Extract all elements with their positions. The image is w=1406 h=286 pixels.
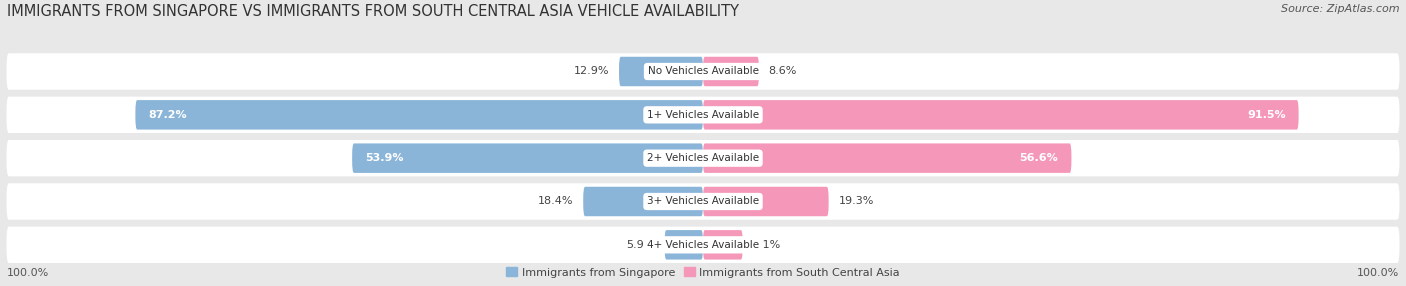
- FancyBboxPatch shape: [7, 97, 1399, 133]
- Text: 19.3%: 19.3%: [838, 196, 873, 206]
- FancyBboxPatch shape: [7, 53, 1399, 90]
- Text: No Vehicles Available: No Vehicles Available: [648, 67, 758, 76]
- Text: 1+ Vehicles Available: 1+ Vehicles Available: [647, 110, 759, 120]
- Text: 53.9%: 53.9%: [366, 153, 404, 163]
- Text: 100.0%: 100.0%: [1357, 268, 1399, 278]
- FancyBboxPatch shape: [352, 144, 703, 173]
- Text: 3+ Vehicles Available: 3+ Vehicles Available: [647, 196, 759, 206]
- Text: 2+ Vehicles Available: 2+ Vehicles Available: [647, 153, 759, 163]
- Text: 12.9%: 12.9%: [574, 67, 609, 76]
- FancyBboxPatch shape: [703, 100, 1299, 130]
- FancyBboxPatch shape: [619, 57, 703, 86]
- Text: 5.9%: 5.9%: [627, 240, 655, 250]
- Text: 87.2%: 87.2%: [149, 110, 187, 120]
- Text: 56.6%: 56.6%: [1019, 153, 1059, 163]
- Text: IMMIGRANTS FROM SINGAPORE VS IMMIGRANTS FROM SOUTH CENTRAL ASIA VEHICLE AVAILABI: IMMIGRANTS FROM SINGAPORE VS IMMIGRANTS …: [7, 4, 738, 19]
- Legend: Immigrants from Singapore, Immigrants from South Central Asia: Immigrants from Singapore, Immigrants fr…: [506, 267, 900, 278]
- FancyBboxPatch shape: [703, 230, 742, 260]
- FancyBboxPatch shape: [665, 230, 703, 260]
- FancyBboxPatch shape: [703, 187, 828, 216]
- Text: 6.1%: 6.1%: [752, 240, 780, 250]
- Text: 100.0%: 100.0%: [7, 268, 49, 278]
- FancyBboxPatch shape: [7, 183, 1399, 220]
- Text: 18.4%: 18.4%: [538, 196, 574, 206]
- FancyBboxPatch shape: [703, 57, 759, 86]
- FancyBboxPatch shape: [7, 140, 1399, 176]
- FancyBboxPatch shape: [7, 227, 1399, 263]
- Text: 91.5%: 91.5%: [1247, 110, 1285, 120]
- Text: 4+ Vehicles Available: 4+ Vehicles Available: [647, 240, 759, 250]
- FancyBboxPatch shape: [135, 100, 703, 130]
- Text: 8.6%: 8.6%: [769, 67, 797, 76]
- FancyBboxPatch shape: [583, 187, 703, 216]
- FancyBboxPatch shape: [703, 144, 1071, 173]
- Text: Source: ZipAtlas.com: Source: ZipAtlas.com: [1281, 4, 1399, 14]
